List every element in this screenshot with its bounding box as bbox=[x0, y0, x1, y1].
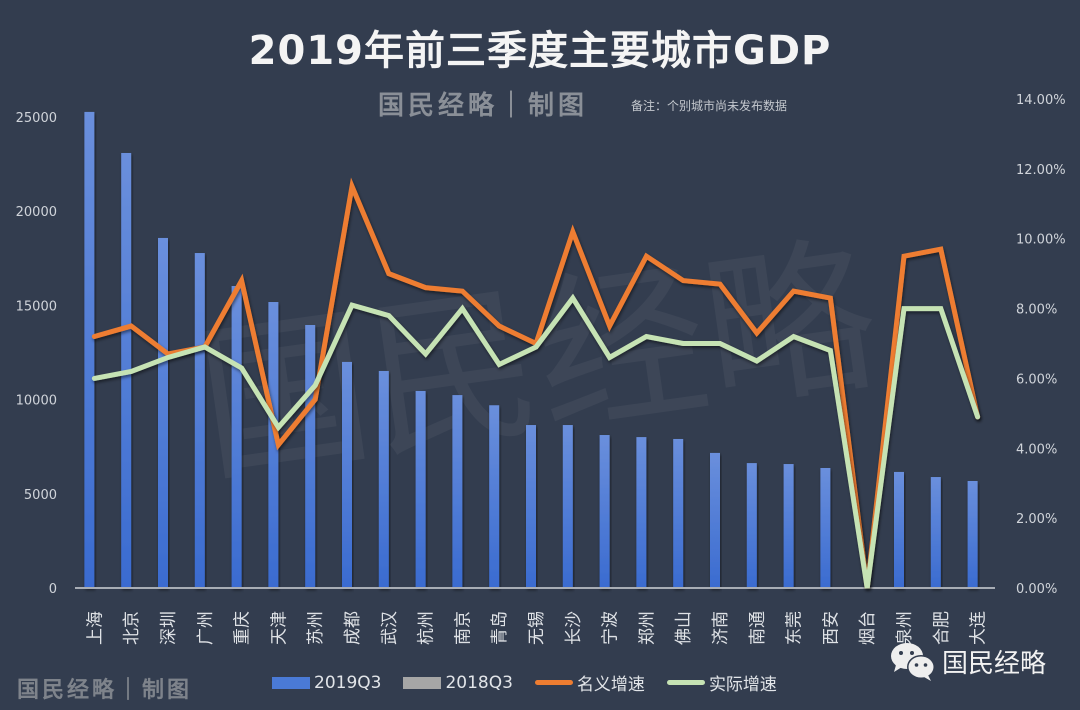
x-category-label: 深圳 bbox=[159, 611, 179, 645]
x-category-label: 大连 bbox=[969, 611, 989, 645]
x-category-label: 南京 bbox=[453, 611, 473, 645]
bar-2019q3 bbox=[526, 425, 536, 588]
legend-swatch-2019q3 bbox=[272, 676, 310, 689]
bar-2019q3 bbox=[489, 405, 500, 588]
legend-swatch-nominal bbox=[534, 680, 573, 685]
bar-2019q3 bbox=[158, 237, 168, 588]
wechat-account: 国民经略 bbox=[888, 640, 1046, 682]
bar-2019q3 bbox=[562, 425, 573, 588]
x-category-label: 北京 bbox=[122, 611, 142, 645]
x-category-label: 广州 bbox=[196, 611, 216, 645]
y-left-tick-label: 15000 bbox=[16, 299, 57, 314]
legend-item-2019q3[interactable]: 2019Q3 bbox=[272, 673, 381, 693]
bar-2019q3 bbox=[305, 324, 316, 588]
y-right-tick-label: 8.00% bbox=[1016, 303, 1057, 318]
legend-label: 2018Q3 bbox=[445, 672, 513, 693]
x-category-label: 佛山 bbox=[674, 611, 694, 645]
y-right-tick-label: 14.00% bbox=[1016, 93, 1066, 108]
x-category-label: 烟台 bbox=[858, 611, 878, 645]
bar-2019q3 bbox=[673, 438, 684, 588]
x-category-label: 泉州 bbox=[895, 611, 915, 645]
bar-2019q3 bbox=[820, 467, 831, 588]
chart-legend: 2019Q3 2018Q3 名义增速 实际增速 bbox=[272, 670, 799, 695]
x-category-label: 重庆 bbox=[233, 611, 253, 645]
bar-2019q3 bbox=[378, 370, 389, 588]
x-category-label: 长沙 bbox=[564, 611, 584, 645]
bar-2019q3 bbox=[746, 463, 757, 588]
legend-item-nominal[interactable]: 名义增速 bbox=[534, 670, 645, 695]
bar-2019q3 bbox=[636, 437, 647, 588]
bar-2019q3 bbox=[342, 361, 352, 588]
bar-2019q3 bbox=[783, 464, 794, 588]
x-category-label: 南通 bbox=[748, 611, 768, 645]
x-category-label: 合肥 bbox=[932, 611, 952, 645]
legend-label: 实际增速 bbox=[708, 675, 777, 695]
y-right-tick-label: 12.00% bbox=[1016, 163, 1066, 178]
y-right-tick-label: 0.00% bbox=[1016, 582, 1057, 597]
x-category-label: 成都 bbox=[343, 611, 363, 645]
brand-watermark-top: 国民经略｜制图 bbox=[378, 91, 589, 121]
y-left-tick-label: 5000 bbox=[24, 488, 57, 503]
legend-label: 2019Q3 bbox=[314, 672, 382, 693]
brand-watermark-bottom: 国民经略｜制图 bbox=[17, 677, 193, 703]
bar-2019q3 bbox=[415, 390, 426, 588]
y-left-tick-label: 20000 bbox=[16, 205, 57, 220]
chart-title: 2019年前三季度主要城市GDP bbox=[248, 28, 832, 74]
y-right-tick-label: 4.00% bbox=[1016, 442, 1057, 457]
bar-2019q3 bbox=[894, 471, 904, 588]
wechat-icon bbox=[891, 643, 935, 681]
bar-2019q3 bbox=[599, 435, 610, 588]
bar-2019q3 bbox=[194, 253, 205, 589]
y-left-tick-label: 10000 bbox=[16, 394, 57, 409]
y-right-tick-label: 10.00% bbox=[1016, 233, 1066, 248]
x-category-label: 天津 bbox=[269, 611, 289, 645]
legend-item-2018q3[interactable]: 2018Q3 bbox=[403, 672, 513, 693]
y-left-tick-label: 0 bbox=[49, 582, 57, 597]
chart-note: 备注：个别城市尚未发布数据 bbox=[631, 99, 788, 113]
x-category-label: 上海 bbox=[85, 611, 105, 645]
legend-label: 名义增速 bbox=[576, 675, 645, 695]
x-category-label: 无锡 bbox=[527, 611, 547, 645]
bar-2019q3 bbox=[231, 285, 242, 588]
legend-swatch-real bbox=[666, 680, 705, 685]
x-category-label: 西安 bbox=[821, 611, 841, 645]
legend-swatch-2018q3 bbox=[403, 676, 442, 689]
x-category-label: 宁波 bbox=[601, 611, 621, 645]
bar-2019q3 bbox=[84, 111, 95, 588]
x-category-label: 东莞 bbox=[785, 611, 805, 645]
y-left-tick-label: 25000 bbox=[16, 111, 57, 126]
y-right-tick-label: 6.00% bbox=[1016, 372, 1057, 387]
background-watermark: 国民经略 bbox=[187, 217, 888, 508]
bar-2019q3 bbox=[710, 452, 720, 588]
bar-2019q3 bbox=[930, 477, 941, 588]
legend-item-real[interactable]: 实际增速 bbox=[666, 670, 777, 695]
wechat-account-name: 国民经略 bbox=[942, 648, 1047, 679]
x-category-label: 武汉 bbox=[380, 611, 400, 645]
x-category-label: 济南 bbox=[711, 611, 731, 645]
bar-2019q3 bbox=[967, 480, 978, 588]
x-category-label: 苏州 bbox=[306, 611, 326, 645]
bar-2019q3 bbox=[452, 395, 463, 588]
x-category-label: 郑州 bbox=[637, 611, 657, 645]
y-right-tick-label: 2.00% bbox=[1016, 512, 1057, 527]
x-category-label: 杭州 bbox=[417, 611, 437, 645]
x-category-label: 青岛 bbox=[490, 611, 510, 645]
bar-2019q3 bbox=[268, 302, 279, 588]
